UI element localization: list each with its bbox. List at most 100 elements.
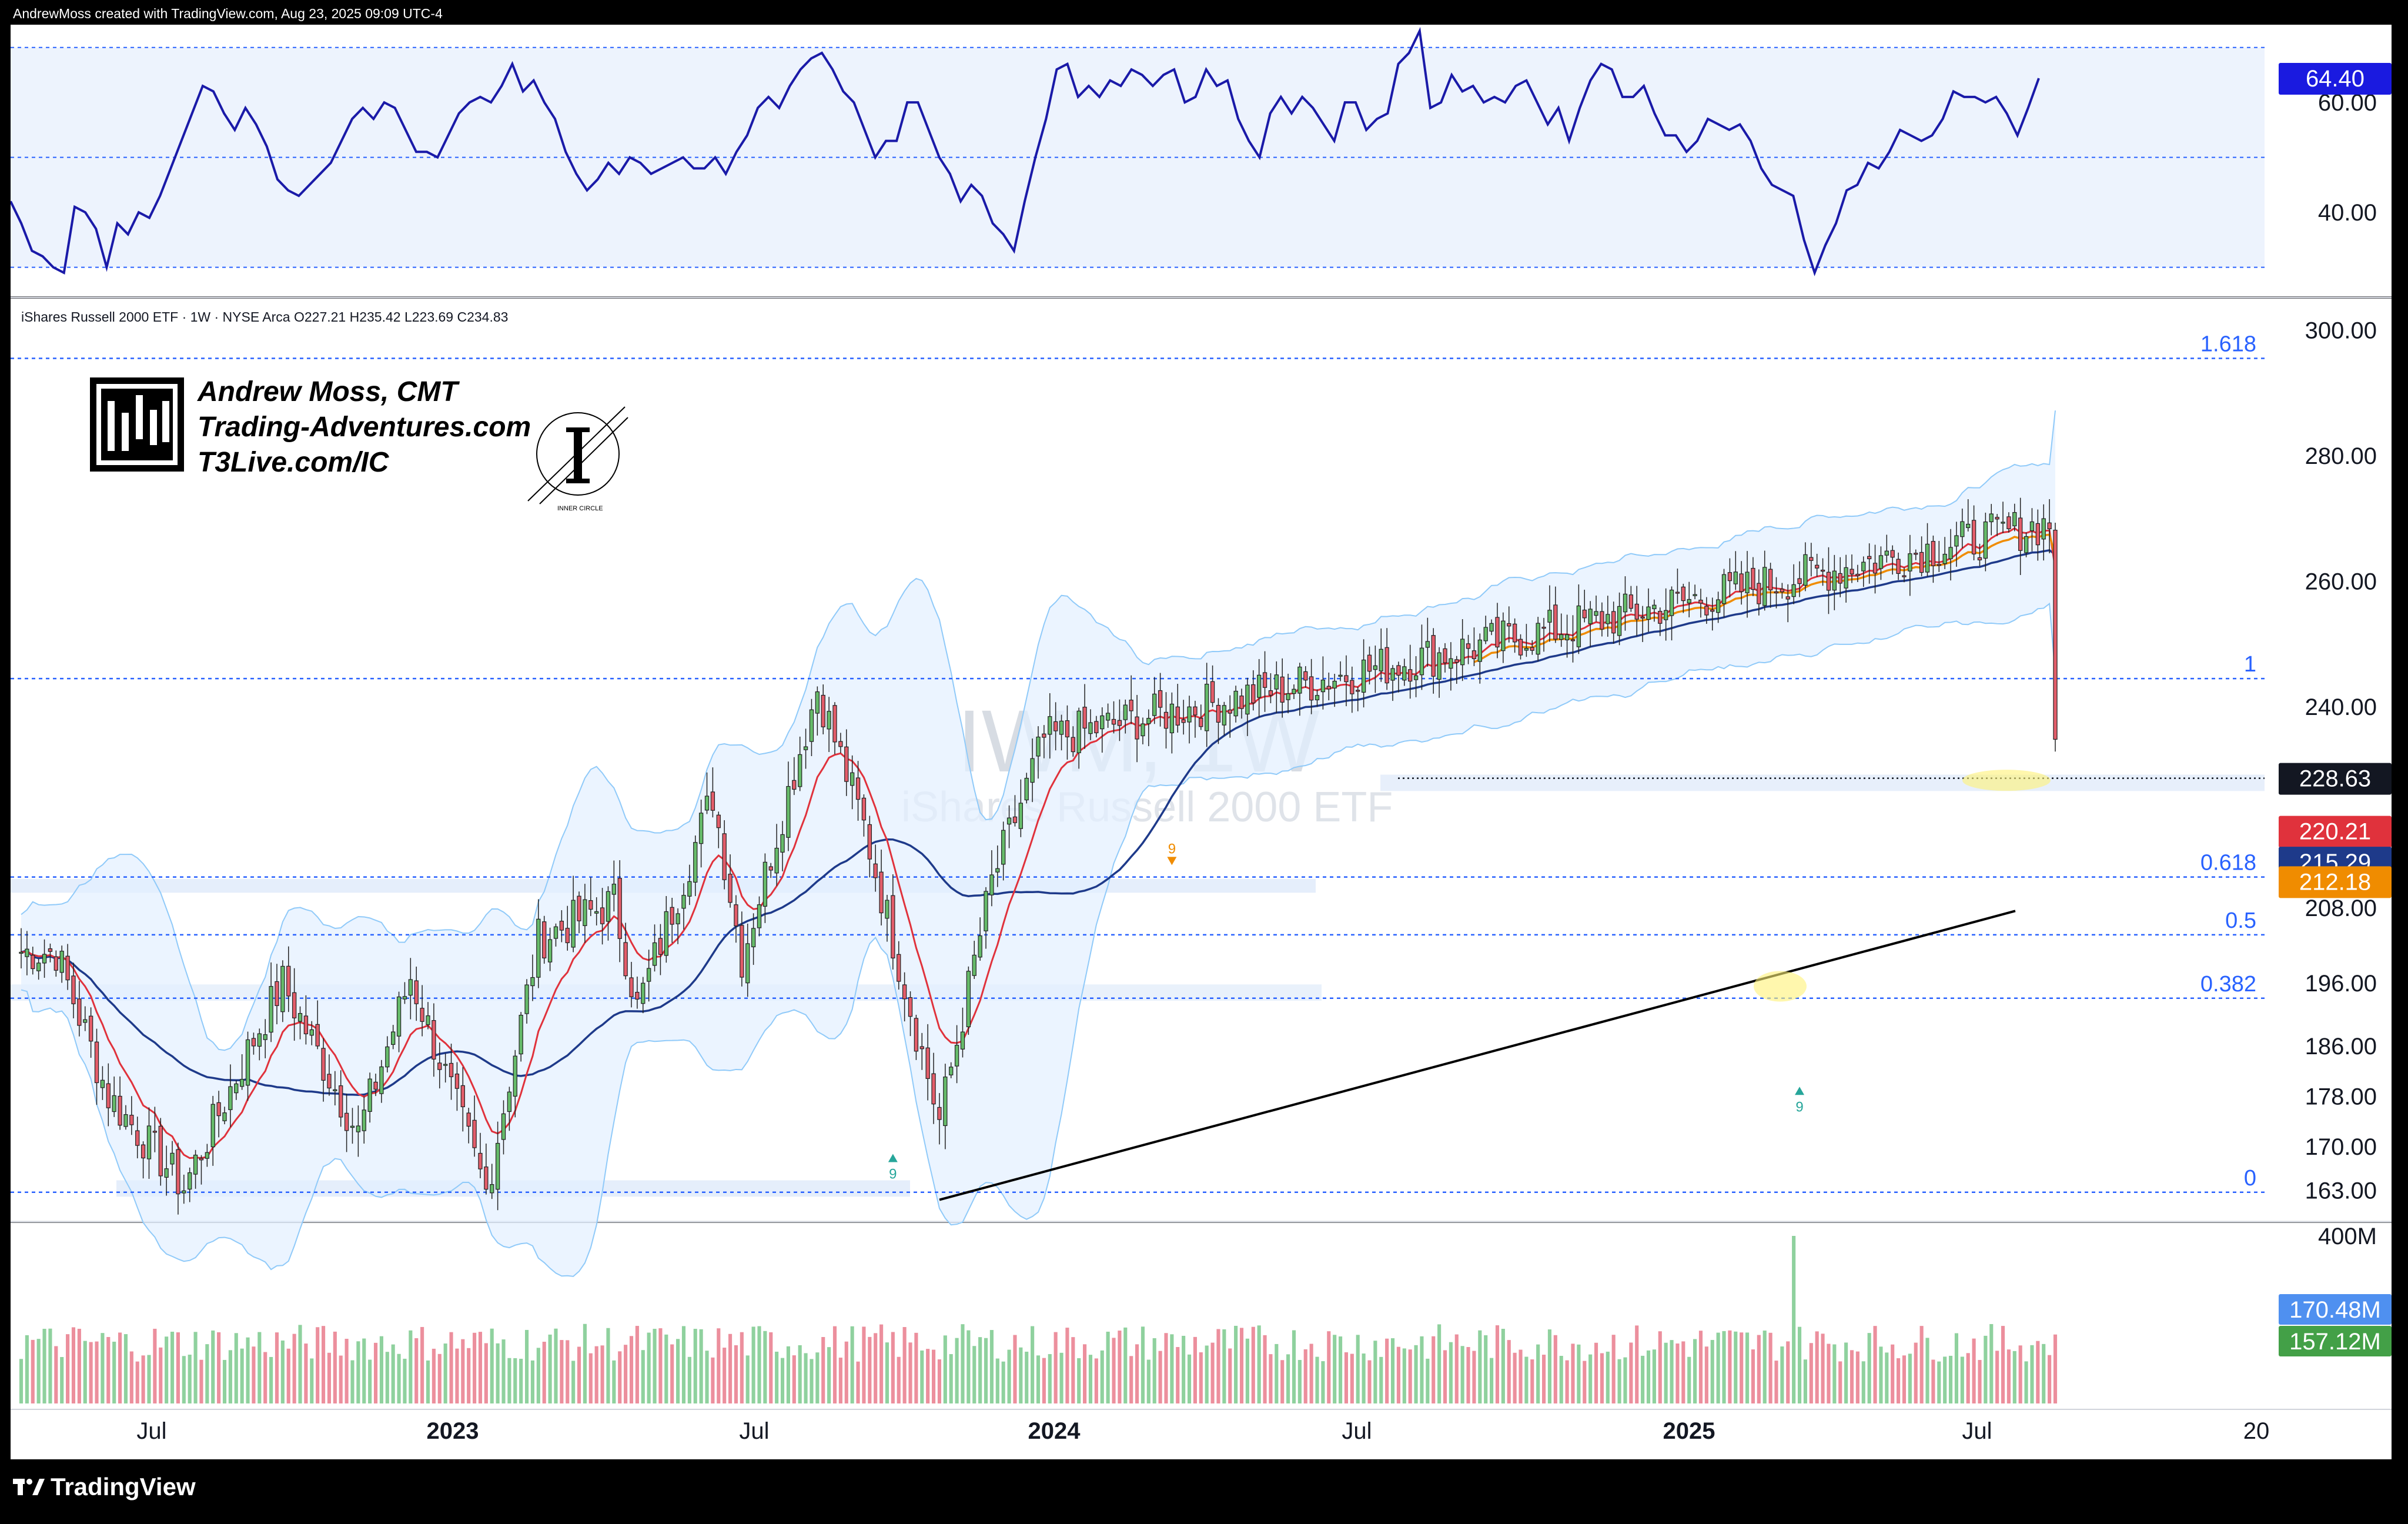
volume-bar [1577,1344,1581,1403]
candle [1361,659,1366,693]
volume-bar [1490,1358,1494,1403]
volume-bar [1176,1347,1180,1403]
volume-bar [1588,1354,1593,1403]
candle [751,928,756,948]
volume-bar [426,1360,430,1403]
volume-bar [2001,1326,2005,1403]
candle [629,977,634,997]
volume-bar [1716,1332,1720,1403]
candle [815,691,820,714]
volume-bar [1193,1336,1197,1403]
highlight-zone [1962,770,2051,791]
candle [1727,572,1733,581]
volume-bar [1164,1333,1168,1403]
candle [1419,647,1424,676]
candle [59,951,64,973]
volume-bar [170,1331,175,1403]
volume-bar [1275,1343,1279,1403]
volume-bar [1919,1326,1924,1403]
tradingview-brand: TradingView [51,1473,196,1500]
price-badge [2279,866,2392,898]
volume-bar [1698,1331,1703,1403]
candle [1338,674,1343,677]
time-axis-labels[interactable]: Jul 2023 Jul 2024 Jul 2025 Jul 20 [136,1418,2269,1444]
candle [1721,574,1727,604]
volume-bar [989,1330,994,1403]
volume-bar [1891,1344,1895,1403]
td-arrow-up [888,1154,898,1162]
symbol-legend[interactable]: iShares Russell 2000 ETF · 1W · NYSE Arc… [21,309,508,325]
candle [1100,715,1105,730]
volume-bar [1553,1335,1557,1403]
volume-bar [1972,1338,1976,1403]
volume-bar [1199,1352,1203,1403]
time-axis-label: 20 [2243,1418,2270,1444]
volume-bar [1309,1343,1313,1403]
candle [1826,572,1831,591]
volume-bar [1722,1331,1726,1403]
td-arrow-up [1795,1087,1805,1095]
volume-bar [1960,1356,1964,1403]
td-count-label: 9 [889,1167,897,1182]
candle [2041,518,2046,540]
volume-bar [1670,1340,1674,1403]
candle [519,1015,523,1055]
candle [1600,611,1604,630]
candle [1663,610,1668,620]
volume-bar [1303,1349,1307,1403]
candle [1919,552,1924,573]
candle [873,863,878,878]
candle [1280,676,1285,703]
candle [36,962,41,971]
volume-bar [193,1332,198,1403]
volume-bar [879,1324,884,1403]
candle [2018,517,2023,551]
volume-bar [1141,1326,1145,1403]
volume-bar [554,1328,558,1403]
volume-bar [920,1350,924,1403]
candle [641,982,646,1004]
time-axis-label: 2024 [1028,1418,1081,1444]
candle [1024,777,1029,801]
candle [1785,596,1790,600]
candle [704,796,710,811]
volume-bar [810,1359,814,1403]
rsi-line [11,26,2040,276]
candle [1292,689,1296,694]
price-axis[interactable]: 1.618 1 0.618 0.5 0.382 0 300.00 280.00 260.00 24… [2200,317,2392,1204]
volume-bar [763,1331,767,1403]
candle [2024,536,2029,553]
volume-bar [165,1336,169,1403]
volume-bar [123,1334,128,1403]
volume-bar [1641,1355,1645,1403]
volume-bar [618,1351,622,1403]
volume-badge-label: 170.48M [2289,1297,2381,1323]
candle [507,1091,512,1112]
candle [1797,578,1802,584]
time-axis[interactable] [11,1409,2392,1459]
volume-bar [786,1346,790,1403]
tradingview-logo[interactable]: TradingView [13,1473,196,1501]
volume-bar [420,1326,424,1403]
highlight-zone [1754,971,1807,1002]
volume-bar [66,1334,70,1403]
volume-bar [1768,1332,1772,1403]
volume-bar [1745,1332,1750,1403]
candle [19,951,24,954]
candle [71,975,76,1004]
volume-bar [1995,1351,1999,1403]
volume-bar [1059,1352,1063,1403]
volume-bar [333,1331,337,1403]
candle [118,1095,122,1126]
inner-circle-logo: INNER CIRCLE [527,406,628,512]
volume-bar [2036,1341,2040,1403]
volume-bar [635,1326,639,1403]
volume-bar [1257,1325,1261,1403]
volume-bar [449,1332,453,1403]
candle [146,1125,152,1159]
candle [1471,650,1477,659]
candle [1820,569,1825,572]
candle [565,928,570,944]
candle [391,1031,396,1045]
